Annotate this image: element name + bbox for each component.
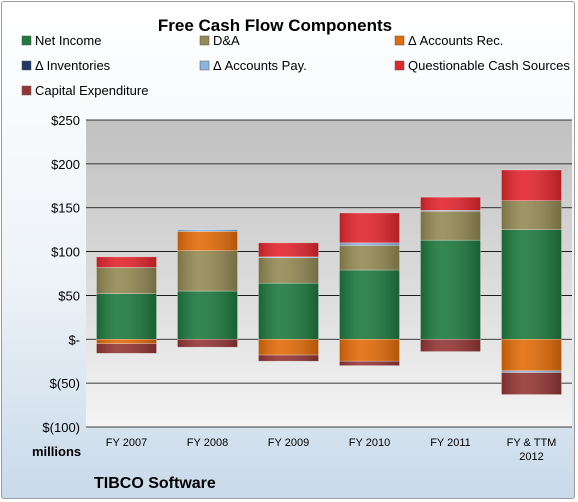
bar-shading — [501, 169, 562, 201]
bar-shading — [339, 245, 400, 270]
bar-shading — [258, 256, 319, 258]
chart-title: Free Cash Flow Components — [158, 16, 392, 35]
x-axis-ticks: FY 2007 FY 2008 FY 2009 FY 2010 FY 2011 FY & … — [106, 437, 557, 463]
bar-shading — [501, 370, 562, 373]
bar-shading — [339, 339, 400, 362]
bar-shading — [177, 339, 238, 348]
bar-shading — [96, 343, 157, 354]
bar-shading — [96, 256, 157, 268]
legend-label-d-a: D&A — [213, 33, 240, 48]
units-label: millions — [32, 444, 81, 459]
y-tick-label: $- — [68, 332, 80, 347]
bar-shading — [501, 372, 562, 395]
x-tick-label: FY & TTM 2012 — [507, 437, 557, 463]
bar-shading — [420, 240, 481, 340]
gridlines — [86, 119, 572, 428]
bar-shading — [258, 355, 319, 362]
bar-shading — [501, 339, 562, 371]
y-axis-ticks: $(100) $(50) $- $50 $100 $150 $200 $250 — [42, 113, 80, 435]
legend-swatch-d-a — [199, 35, 210, 46]
x-tick-label: FY 2008 — [187, 437, 228, 449]
bar-shading — [96, 293, 157, 340]
legend-label-inventories: Δ Inventories — [35, 58, 111, 73]
bar-shading — [177, 231, 238, 251]
y-tick-label: $200 — [51, 157, 80, 172]
bar-shading — [501, 229, 562, 340]
y-tick-label: $(50) — [50, 376, 80, 391]
bars — [96, 169, 562, 395]
bar-shading — [258, 242, 319, 257]
company-name: TIBCO Software — [94, 475, 216, 492]
legend-swatch-inventories — [21, 60, 32, 71]
bar-shading — [177, 291, 238, 340]
legend-swatch-net-income — [21, 35, 32, 46]
legend-swatch-accounts-pay — [199, 60, 210, 71]
bar-shading — [420, 211, 481, 241]
bar-shading — [339, 212, 400, 243]
y-tick-label: $100 — [51, 245, 80, 260]
bar-shading — [96, 339, 157, 344]
bar-shading — [339, 361, 400, 366]
bar-shading — [420, 197, 481, 211]
bar-shading — [258, 257, 319, 284]
bar-shading — [258, 339, 319, 356]
bar-shading — [501, 200, 562, 230]
bar-shading — [258, 283, 319, 340]
x-tick-label: FY 2007 — [106, 437, 147, 449]
y-tick-label: $150 — [51, 201, 80, 216]
legend: Net Income D&A Δ Accounts Rec. Δ Inventorie… — [21, 33, 570, 98]
legend-swatch-capital-expenditure — [21, 85, 32, 96]
x-tick-label: FY 2011 — [430, 437, 471, 449]
bar-shading — [339, 269, 400, 340]
legend-swatch-questionable-cash-sources — [394, 60, 405, 71]
bar-shading — [420, 339, 481, 352]
y-tick-label: $250 — [51, 113, 80, 128]
plot-area — [86, 120, 572, 427]
legend-label-accounts-rec: Δ Accounts Rec. — [408, 33, 503, 48]
legend-label-questionable-cash-sources: Questionable Cash Sources — [408, 58, 570, 73]
legend-swatch-accounts-rec — [394, 35, 405, 46]
bar-shading — [339, 242, 400, 246]
legend-label-accounts-pay: Δ Accounts Pay. — [213, 58, 307, 73]
x-tick-label: FY 2010 — [349, 437, 390, 449]
bar-shading — [177, 229, 238, 232]
x-tick-label: FY 2009 — [268, 437, 309, 449]
bar-shading — [420, 210, 481, 212]
legend-label-capital-expenditure: Capital Expenditure — [35, 83, 148, 98]
legend-label-net-income: Net Income — [35, 33, 101, 48]
y-tick-label: $(100) — [42, 420, 80, 435]
bar-shading — [96, 267, 157, 294]
y-tick-label: $50 — [58, 288, 80, 303]
bar-shading — [177, 250, 238, 292]
